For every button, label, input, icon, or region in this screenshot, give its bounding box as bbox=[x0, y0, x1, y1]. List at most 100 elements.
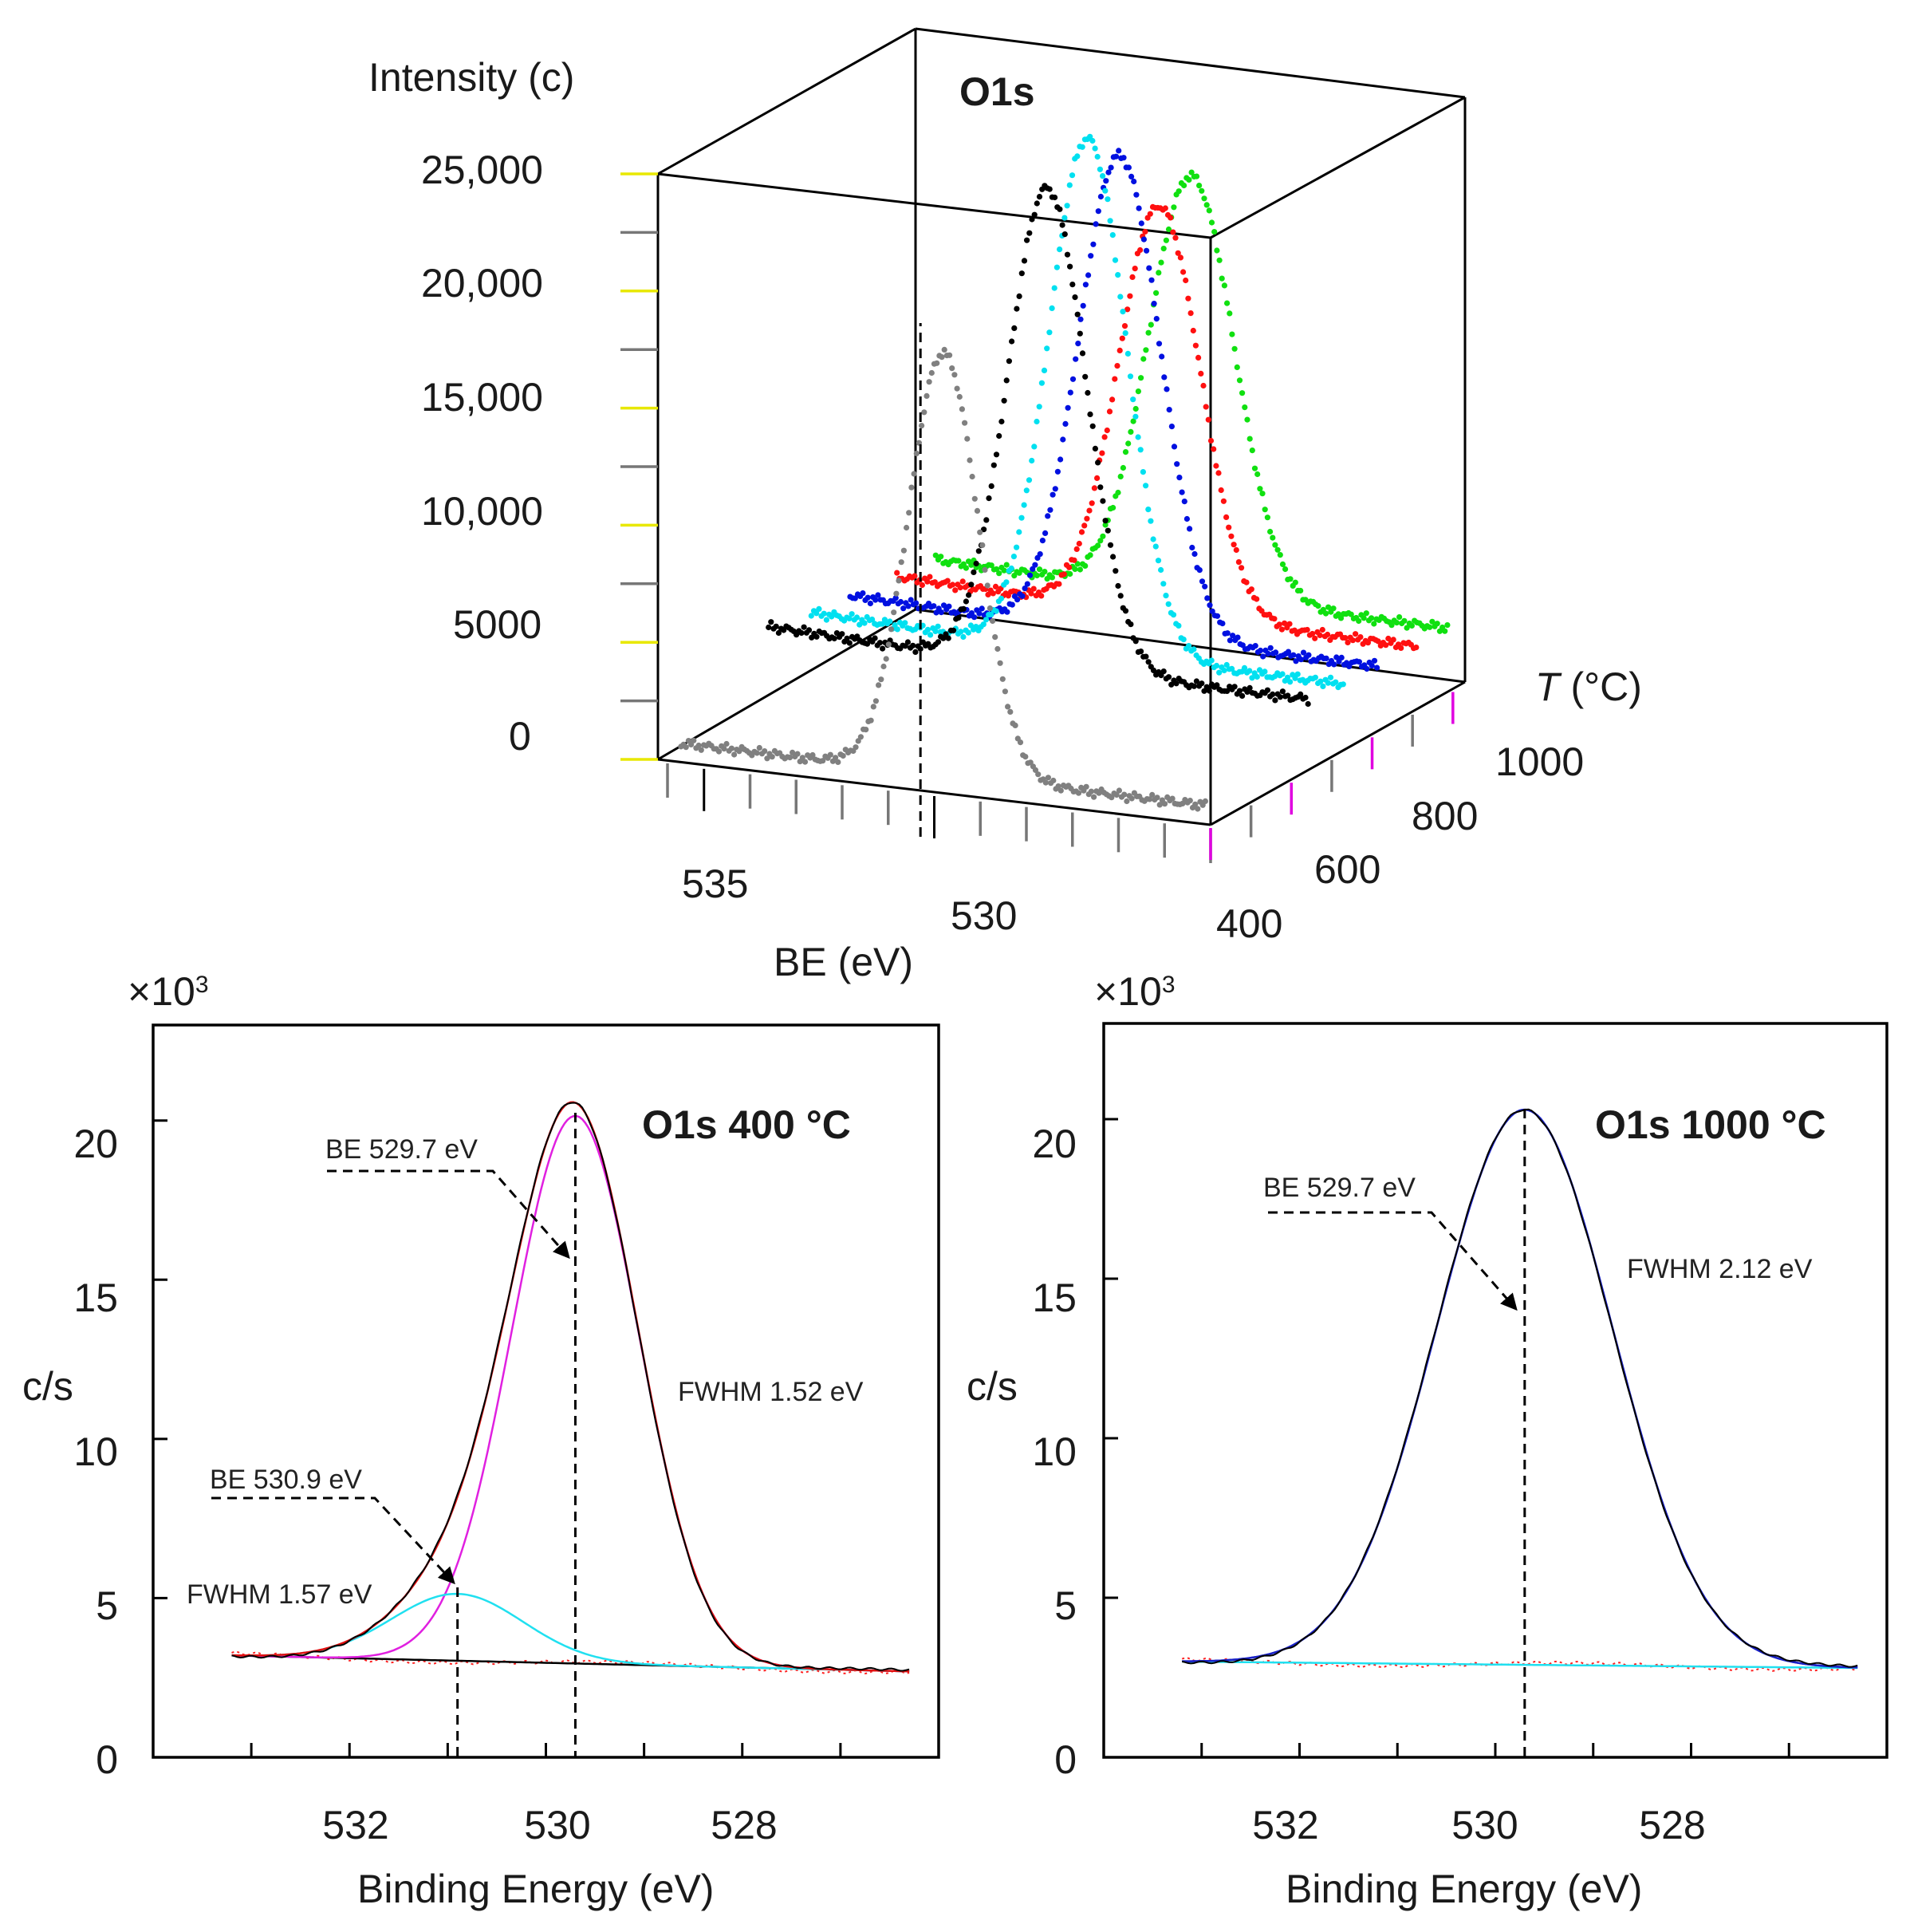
data-point bbox=[905, 603, 912, 609]
data-point bbox=[1006, 358, 1012, 365]
data-point bbox=[1150, 536, 1156, 542]
data-point bbox=[1061, 215, 1068, 221]
data-point bbox=[867, 600, 873, 607]
data-point bbox=[1101, 434, 1108, 440]
data-point bbox=[984, 582, 990, 589]
data-point bbox=[1094, 153, 1101, 160]
data-point bbox=[1150, 667, 1157, 674]
data-point bbox=[728, 745, 735, 751]
data-point bbox=[773, 623, 779, 629]
data-point bbox=[1176, 188, 1182, 195]
data-point bbox=[1072, 566, 1078, 573]
data-point bbox=[1218, 487, 1224, 494]
data-point bbox=[932, 628, 939, 635]
y-multiplier: ×103 bbox=[128, 969, 209, 1014]
data-point bbox=[1361, 615, 1367, 621]
data-point bbox=[1144, 247, 1150, 254]
data-point bbox=[1034, 200, 1040, 207]
data-point bbox=[1248, 586, 1254, 593]
data-point bbox=[1365, 640, 1371, 646]
data-point bbox=[945, 635, 951, 641]
data-point bbox=[1095, 208, 1101, 215]
data-point bbox=[979, 605, 985, 612]
data-point bbox=[1401, 617, 1408, 624]
t-axis-title-italic: T bbox=[1535, 664, 1562, 709]
data-point bbox=[1199, 578, 1206, 585]
data-point bbox=[1131, 178, 1137, 185]
data-point bbox=[833, 755, 839, 761]
data-point bbox=[912, 649, 919, 656]
data-point bbox=[963, 598, 969, 605]
y-multiplier-base: ×10 bbox=[1094, 969, 1162, 1014]
data-point bbox=[1113, 791, 1120, 798]
data-point bbox=[1067, 570, 1073, 578]
data-point bbox=[951, 372, 958, 378]
data-point bbox=[1017, 739, 1024, 746]
t-axis-title: T (°C) bbox=[1535, 664, 1642, 709]
data-point bbox=[1159, 353, 1165, 360]
data-point bbox=[1156, 270, 1162, 276]
data-point bbox=[1148, 518, 1154, 524]
data-point bbox=[1106, 408, 1113, 415]
data-point bbox=[1124, 306, 1131, 313]
data-point bbox=[1204, 595, 1211, 601]
data-point bbox=[1171, 204, 1177, 211]
fwhm-annotation-main: FWHM 2.12 eV bbox=[1627, 1254, 1813, 1284]
data-point bbox=[1034, 418, 1040, 425]
data-point bbox=[1287, 576, 1294, 582]
data-point bbox=[1242, 404, 1248, 411]
data-point bbox=[1103, 178, 1109, 184]
data-point bbox=[805, 627, 813, 633]
data-point bbox=[1110, 504, 1116, 511]
data-point bbox=[1122, 449, 1129, 455]
data-point bbox=[1102, 518, 1109, 524]
data-point bbox=[1202, 798, 1208, 805]
3d-chart-title: O1s bbox=[959, 69, 1035, 114]
data-point bbox=[1156, 802, 1163, 808]
data-point bbox=[924, 626, 931, 633]
data-point bbox=[1161, 801, 1168, 807]
data-point bbox=[1030, 566, 1036, 573]
data-point bbox=[1279, 688, 1286, 695]
data-point bbox=[1249, 675, 1255, 681]
data-point bbox=[1143, 653, 1149, 660]
data-point bbox=[875, 592, 881, 598]
data-point bbox=[1082, 562, 1089, 570]
data-point bbox=[1069, 282, 1076, 288]
data-point bbox=[983, 517, 990, 523]
data-point bbox=[1385, 635, 1392, 642]
data-point bbox=[1069, 172, 1076, 179]
data-point bbox=[1008, 565, 1014, 572]
series-black bbox=[766, 183, 1311, 708]
data-point bbox=[1148, 277, 1155, 283]
be-axis-title: BE (eV) bbox=[774, 940, 913, 984]
data-point bbox=[821, 610, 827, 617]
data-point bbox=[1054, 468, 1061, 475]
t-tick-label: 600 bbox=[1314, 847, 1380, 892]
data-point bbox=[1104, 427, 1110, 434]
data-point bbox=[1067, 389, 1073, 396]
data-point bbox=[831, 635, 837, 642]
data-point bbox=[1163, 593, 1169, 599]
data-point bbox=[723, 740, 730, 747]
data-point bbox=[844, 635, 850, 641]
measured-data bbox=[231, 1102, 910, 1672]
data-point bbox=[853, 744, 859, 751]
y-tick-labels: 0 5 10 15 20 bbox=[1032, 1122, 1077, 1782]
data-point bbox=[924, 392, 930, 399]
data-point bbox=[1114, 363, 1120, 369]
data-point bbox=[1066, 182, 1073, 188]
data-point bbox=[1234, 364, 1240, 370]
data-point bbox=[955, 558, 962, 564]
data-point bbox=[1312, 635, 1318, 641]
data-point bbox=[990, 590, 996, 597]
data-point bbox=[1267, 528, 1274, 535]
data-point bbox=[823, 617, 829, 623]
data-point bbox=[1074, 311, 1081, 317]
data-point bbox=[1079, 144, 1085, 150]
x-tick-labels: 532 530 528 bbox=[1252, 1803, 1705, 1847]
data-point bbox=[897, 598, 904, 605]
data-point bbox=[962, 420, 968, 426]
data-point bbox=[940, 602, 947, 609]
data-point bbox=[1214, 247, 1220, 254]
